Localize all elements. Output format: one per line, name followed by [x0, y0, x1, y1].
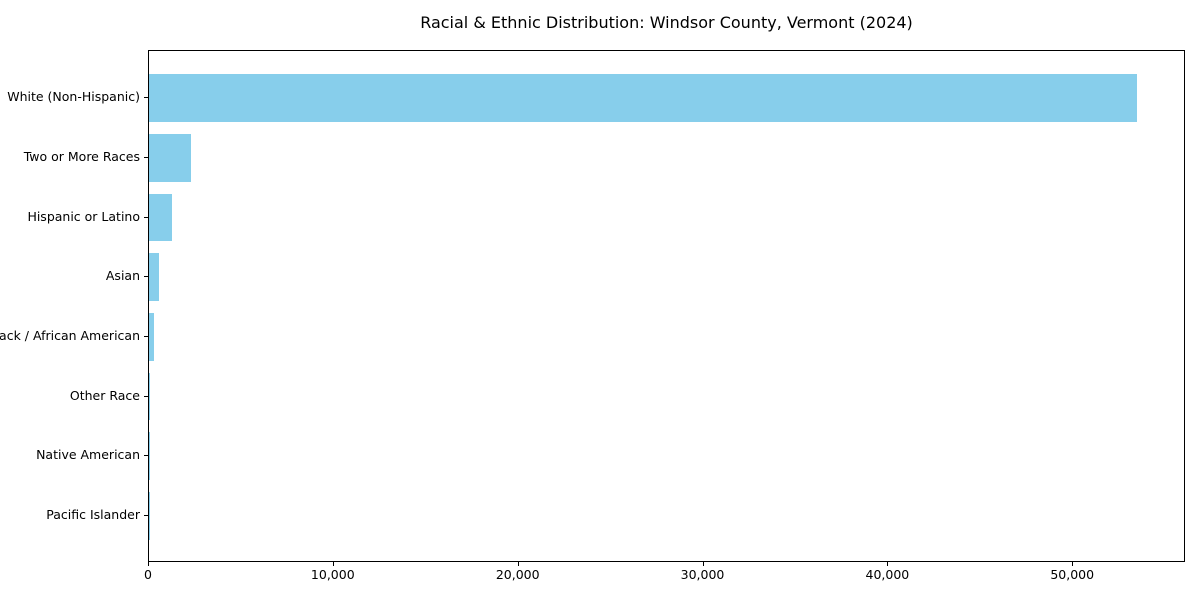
y-tick-label: Other Race: [69, 387, 140, 403]
bar: [149, 74, 1138, 122]
y-tick-mark: [144, 335, 148, 337]
x-tick-mark: [887, 562, 889, 566]
y-tick-mark: [144, 276, 148, 278]
y-tick-label: White (Non-Hispanic): [7, 89, 140, 105]
bar: [149, 253, 160, 301]
y-tick-label: Native American: [36, 447, 140, 463]
x-tick-label: 10,000: [310, 567, 355, 582]
x-tick-mark: [148, 562, 149, 566]
y-tick-mark: [144, 216, 148, 218]
x-tick-mark: [1072, 562, 1074, 566]
bar: [149, 372, 151, 421]
bar: [149, 432, 150, 480]
y-tick-label: Pacific Islander: [46, 506, 140, 522]
x-tick-mark: [702, 562, 704, 566]
y-tick-mark: [144, 97, 148, 99]
y-tick-mark: [144, 156, 148, 158]
y-tick-mark: [144, 455, 148, 457]
y-tick-mark: [144, 395, 148, 397]
x-tick-mark: [332, 562, 334, 566]
x-tick-mark: [517, 562, 519, 566]
x-tick-label: 0: [144, 567, 152, 582]
y-tick-mark: [144, 514, 148, 516]
bar: [149, 133, 191, 182]
x-tick-label: 50,000: [1050, 567, 1095, 582]
bar: [149, 193, 173, 242]
bar: [149, 313, 154, 361]
y-tick-label: Asian: [105, 268, 140, 284]
x-tick-label: 30,000: [680, 567, 725, 582]
x-tick-label: 40,000: [865, 567, 910, 582]
y-tick-label: Black / African American: [0, 327, 140, 343]
y-tick-label: Hispanic or Latino: [27, 208, 140, 224]
plot-area: [148, 50, 1185, 562]
y-tick-label: Two or More Races: [23, 148, 140, 164]
chart-title: Racial & Ethnic Distribution: Windsor Co…: [420, 13, 913, 32]
x-tick-label: 20,000: [495, 567, 540, 582]
